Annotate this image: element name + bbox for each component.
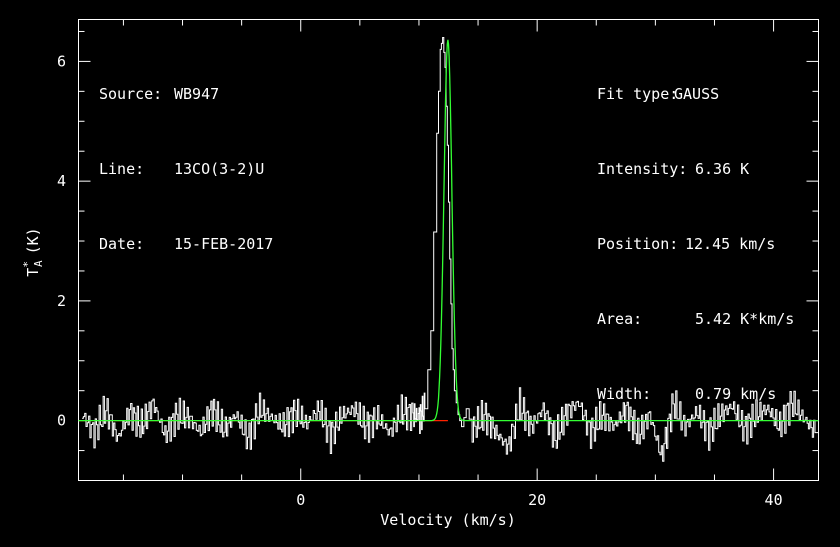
y-tick-label: 6 [57,52,66,70]
area-row: Area: 5.42 K*km/s [597,307,794,332]
x-tick-label: 40 [765,491,783,509]
area-label: Area: [597,310,643,328]
width-value: 0.79 km/s [695,385,777,403]
source-value: WB947 [174,85,220,103]
x-tick-label: 20 [528,491,546,509]
fit-type-label: Fit type: [597,85,679,103]
y-axis-label: T*A(K) [21,227,45,276]
line-value: 13CO(3-2)U [174,160,265,178]
intensity-row: Intensity: 6.36 K [597,157,794,182]
x-axis-label: Velocity (km/s) [380,511,515,529]
plot-frame [78,19,819,481]
tick-labels: 0 20 40 0 2 4 6 [57,52,783,509]
date-label: Date: [99,235,145,253]
spectrum-trace [82,37,819,462]
fit-results-info: Fit type:GAUSS Intensity: 6.36 K Position… [597,32,794,432]
fit-type-value: GAUSS [674,85,720,103]
source-row: Source: WB947 [99,82,273,107]
position-label: Position: [597,235,679,253]
header-left-info: Source: WB947 Line: 13CO(3-2)U Date: 15-FEB… [99,32,273,282]
area-value: 5.42 K*km/s [695,310,795,328]
y-axis-label-text: T*A(K) [21,227,45,276]
axis-ticks [78,19,819,481]
y-tick-label: 4 [57,172,66,190]
width-label: Width: [597,385,652,403]
position-row: Position: 12.45 km/s [597,232,794,257]
position-value: 12.45 km/s [685,235,776,253]
line-row: Line: 13CO(3-2)U [99,157,273,182]
intensity-value: 6.36 K [695,160,750,178]
y-tick-label: 0 [57,412,66,430]
y-tick-label: 2 [57,292,66,310]
width-row: Width: 0.79 km/s [597,382,794,407]
gaussian-fit-curve [78,39,819,422]
fit-type-row: Fit type:GAUSS [597,82,794,107]
date-value: 15-FEB-2017 [174,235,274,253]
date-row: Date: 15-FEB-2017 [99,232,273,257]
source-label: Source: [99,85,163,103]
x-tick-label: 0 [296,491,305,509]
intensity-label: Intensity: [597,160,688,178]
line-label: Line: [99,160,145,178]
